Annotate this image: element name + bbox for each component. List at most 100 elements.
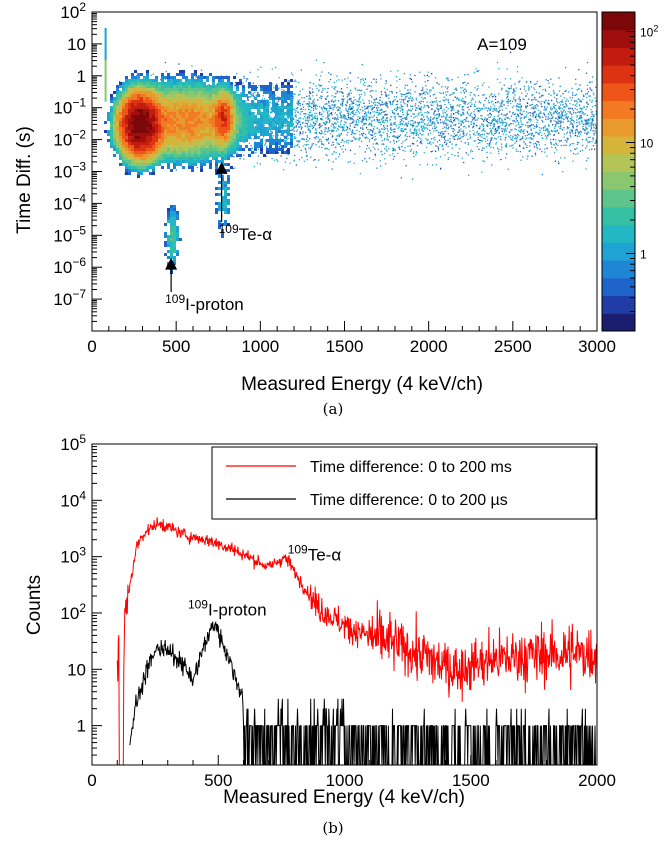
a-heat-point (509, 78, 512, 80)
a-heat-point (586, 106, 588, 108)
a-heat-point (381, 150, 383, 152)
a-heat-point (591, 90, 593, 92)
a-heat-point (334, 100, 336, 102)
a-heat-point (416, 129, 418, 131)
a-heat-point (373, 98, 375, 101)
a-heat-point (313, 102, 315, 104)
a-heat-point (315, 144, 317, 146)
a-heat-point (365, 136, 368, 138)
a-heat-point (589, 119, 591, 121)
a-heat-point (330, 73, 332, 75)
a-heat-point (324, 88, 326, 90)
a-heat-point (532, 138, 534, 140)
a-heat-point (308, 108, 310, 111)
a-heat-point (385, 82, 387, 85)
a-heat-point (362, 128, 364, 130)
a-heat-point (306, 155, 308, 157)
a-heat-point (310, 119, 313, 121)
a-heat-point (473, 123, 475, 126)
a-heat-point (508, 91, 510, 93)
a-heat-point (257, 155, 259, 157)
a-heat-point (572, 110, 575, 112)
a-heat-point (593, 134, 595, 136)
a-heat-point (495, 143, 497, 145)
a-heat-point (569, 120, 571, 123)
a-heat-point (409, 130, 411, 132)
a-heat-point (538, 109, 540, 111)
a-heat-point (257, 91, 259, 94)
a-heat-point (437, 147, 440, 149)
a-heat-point (423, 152, 425, 154)
a-heat-point (216, 83, 218, 85)
a-heat-point (447, 152, 449, 154)
a-heat-point (285, 135, 287, 137)
a-heat-point (511, 137, 514, 139)
a-heat-point (457, 138, 459, 140)
a-heat-point (544, 129, 547, 131)
a-heat-point (531, 99, 533, 101)
a-heat-point (340, 119, 343, 122)
a-heat-point (531, 103, 534, 106)
a-heat-point (386, 128, 388, 130)
a-heat-point (438, 108, 440, 111)
a-heat-point (558, 126, 560, 128)
a-heat-point (556, 149, 558, 151)
a-heat-point (486, 151, 488, 153)
a-heat-point (548, 125, 550, 127)
a-heat-point (542, 121, 544, 123)
a-heat-point (326, 103, 328, 105)
a-heat-point (405, 129, 407, 131)
a-heat-point (357, 108, 359, 111)
a-heat-point (422, 120, 425, 122)
a-heat-point (297, 140, 299, 142)
a-heat-point (302, 106, 304, 108)
a-heat-point (332, 105, 334, 107)
a-heat-point (542, 88, 544, 91)
a-heat-point (514, 134, 516, 136)
a-heat-point (309, 138, 311, 140)
a-heat-point (556, 110, 558, 113)
a-heat-point (355, 114, 357, 116)
a-heat-point (563, 97, 565, 99)
a-heat-point (504, 78, 506, 80)
a-heat-point (402, 141, 404, 143)
a-heat-point (438, 101, 441, 103)
a-heat-point (520, 126, 523, 128)
a-heat-point (546, 106, 549, 108)
a-heat-point (566, 105, 568, 108)
a-heat-point (517, 106, 519, 108)
a-heat-point (278, 76, 280, 79)
a-heat-point (334, 127, 336, 129)
a-heat-point (516, 103, 519, 105)
a-heat-point (507, 87, 509, 89)
a-heat-point (446, 119, 448, 122)
a-heat-point (351, 121, 354, 123)
a-heat-point (364, 94, 366, 96)
a-heat-point (531, 94, 533, 96)
a-heat-point (460, 124, 462, 126)
a-heat-point (563, 127, 565, 129)
a-heat-point (545, 118, 547, 120)
a-heat-point (420, 125, 422, 127)
a-heat-point (274, 159, 276, 161)
a-heat-point (501, 128, 503, 130)
a-heat-point (390, 129, 392, 131)
a-heat-point (322, 115, 324, 118)
a-heat-point (268, 96, 270, 99)
a-heat-point (422, 134, 424, 136)
a-heat-point (393, 135, 395, 137)
a-heat-point (397, 136, 399, 139)
a-heat-point (562, 104, 564, 106)
a-heat-point (327, 116, 329, 118)
a-heat-point (325, 120, 327, 122)
a-heat-point (341, 148, 343, 150)
a-heat-point (393, 122, 395, 124)
a-heat-point (560, 117, 562, 120)
a-heat-point (284, 161, 287, 163)
a-heat-point (389, 90, 391, 93)
a-heat-point (435, 97, 437, 99)
a-heat-point (311, 143, 313, 145)
a-heat-point (247, 78, 249, 80)
a-heat-point (269, 101, 271, 104)
a-heat-point (453, 92, 455, 94)
